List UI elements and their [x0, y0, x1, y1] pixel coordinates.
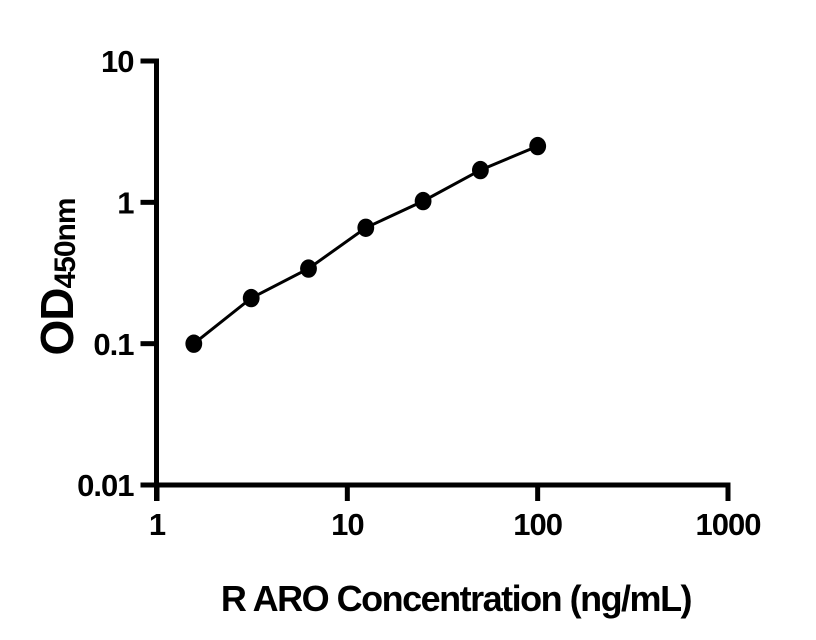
y-tick-label: 1 — [117, 186, 134, 221]
y-tick-label: 0.1 — [93, 327, 134, 362]
y-axis-title-subscript: 450nm — [49, 198, 82, 288]
x-tick-label: 1000 — [696, 507, 761, 542]
data-series — [185, 136, 547, 353]
data-point — [529, 136, 547, 156]
data-point — [242, 288, 260, 308]
data-point — [300, 259, 317, 278]
y-axis-title-main: OD — [31, 289, 83, 356]
axes: 10 1 0.1 0.01 1 10 100 1000 — [77, 44, 761, 542]
y-tick-label: 0.01 — [77, 468, 134, 503]
x-tick-label: 1 — [149, 507, 166, 542]
x-axis-title: R ARO Concentration (ng/mL) — [221, 578, 692, 619]
data-point — [185, 334, 203, 353]
data-point — [357, 218, 375, 237]
y-axis-title: OD450nm — [31, 198, 83, 355]
x-tick-label: 100 — [513, 507, 562, 542]
data-point — [472, 160, 489, 180]
data-point — [414, 191, 432, 211]
x-tick-label: 10 — [331, 507, 363, 542]
y-tick-label: 10 — [101, 44, 133, 79]
